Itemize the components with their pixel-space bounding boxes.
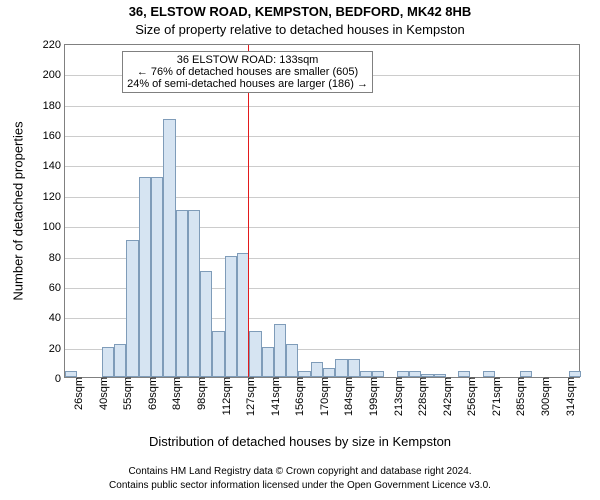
histogram-bar — [163, 119, 175, 377]
histogram-bar — [176, 210, 188, 377]
x-tick-label: 184sqm — [341, 377, 355, 416]
histogram-bar — [139, 177, 151, 377]
x-tick-label: 26sqm — [71, 377, 85, 410]
x-tick-label: 156sqm — [292, 377, 306, 416]
y-tick-label: 60 — [49, 282, 65, 294]
histogram-bar — [262, 347, 274, 377]
histogram-bar — [311, 362, 323, 377]
plot-area: 02040608010012014016018020022036 ELSTOW … — [64, 44, 580, 378]
x-tick-label: 285sqm — [513, 377, 527, 416]
x-tick-label: 84sqm — [169, 377, 183, 410]
annotation-line: 36 ELSTOW ROAD: 133sqm — [127, 54, 368, 66]
gridline — [65, 136, 579, 137]
y-tick-label: 120 — [43, 191, 65, 203]
x-tick-label: 314sqm — [563, 377, 577, 416]
y-tick-label: 40 — [49, 312, 65, 324]
x-tick-label: 199sqm — [366, 377, 380, 416]
histogram-bar — [212, 331, 224, 377]
chart-subtitle: Size of property relative to detached ho… — [0, 22, 600, 37]
histogram-bar — [151, 177, 163, 377]
x-tick-label: 98sqm — [194, 377, 208, 410]
annotation-box: 36 ELSTOW ROAD: 133sqm← 76% of detached … — [122, 51, 373, 93]
footer-line-1: Contains HM Land Registry data © Crown c… — [0, 466, 600, 477]
histogram-bar — [335, 359, 347, 377]
x-tick-label: 127sqm — [243, 377, 257, 416]
y-tick-label: 180 — [43, 100, 65, 112]
y-tick-label: 160 — [43, 130, 65, 142]
y-tick-label: 140 — [43, 160, 65, 172]
x-tick-label: 170sqm — [317, 377, 331, 416]
histogram-bar — [225, 256, 237, 377]
x-tick-label: 69sqm — [145, 377, 159, 410]
x-tick-label: 228sqm — [415, 377, 429, 416]
histogram-bar — [200, 271, 212, 377]
histogram-bar — [286, 344, 298, 377]
x-tick-label: 256sqm — [464, 377, 478, 416]
y-tick-label: 20 — [49, 343, 65, 355]
chart-title: 36, ELSTOW ROAD, KEMPSTON, BEDFORD, MK42… — [0, 4, 600, 19]
x-tick-label: 55sqm — [120, 377, 134, 410]
x-tick-label: 271sqm — [489, 377, 503, 416]
x-tick-label: 112sqm — [219, 377, 233, 415]
x-axis-label: Distribution of detached houses by size … — [0, 434, 600, 449]
histogram-bar — [274, 324, 286, 377]
histogram-bar — [249, 331, 261, 377]
gridline — [65, 166, 579, 167]
y-axis-label: Number of detached properties — [11, 121, 26, 300]
reference-line — [248, 45, 249, 377]
x-tick-label: 242sqm — [440, 377, 454, 416]
annotation-line: ← 76% of detached houses are smaller (60… — [127, 66, 368, 78]
y-tick-label: 80 — [49, 252, 65, 264]
histogram-bar — [126, 240, 138, 377]
y-tick-label: 220 — [43, 39, 65, 51]
x-tick-label: 300sqm — [538, 377, 552, 416]
footer-line-2: Contains public sector information licen… — [0, 480, 600, 491]
y-tick-label: 200 — [43, 69, 65, 81]
histogram-bar — [348, 359, 360, 377]
annotation-line: 24% of semi-detached houses are larger (… — [127, 78, 368, 90]
x-tick-label: 141sqm — [268, 377, 282, 416]
histogram-bar — [323, 368, 335, 377]
histogram-bar — [188, 210, 200, 377]
y-tick-label: 0 — [55, 373, 65, 385]
histogram-bar — [114, 344, 126, 377]
figure: 36, ELSTOW ROAD, KEMPSTON, BEDFORD, MK42… — [0, 0, 600, 500]
histogram-bar — [102, 347, 114, 377]
gridline — [65, 106, 579, 107]
x-tick-label: 40sqm — [96, 377, 110, 410]
x-tick-label: 213sqm — [391, 377, 405, 416]
y-tick-label: 100 — [43, 221, 65, 233]
